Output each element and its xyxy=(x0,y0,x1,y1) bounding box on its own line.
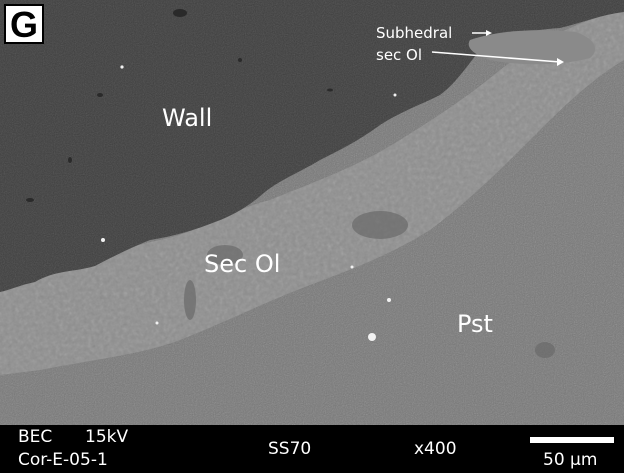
sample-id-text: Cor-E-05-1 xyxy=(18,450,108,470)
subhedral-label-line2: sec Ol xyxy=(376,46,423,64)
panel-letter: G xyxy=(4,4,44,44)
subhedral-label-line1: Subhedral xyxy=(376,24,453,42)
subhedral-sec-ol-crystal xyxy=(468,30,595,65)
sem-info-bar: BEC 15kV Cor-E-05-1 SS70 x400 50 µm xyxy=(0,425,624,473)
voltage-text: 15kV xyxy=(85,427,129,447)
detector-text: BEC xyxy=(18,427,53,447)
pst-label: Pst xyxy=(457,310,493,338)
scale-bar xyxy=(530,437,614,443)
scale-bar-label: 50 µm xyxy=(543,450,598,470)
pores xyxy=(26,9,333,202)
specimen-text: SS70 xyxy=(268,439,312,459)
bright-grains xyxy=(101,65,397,341)
sec-ol-label: Sec Ol xyxy=(204,250,281,278)
sem-micrograph xyxy=(0,0,624,425)
wall-label: Wall xyxy=(162,104,213,132)
magnification-text: x400 xyxy=(414,439,457,459)
